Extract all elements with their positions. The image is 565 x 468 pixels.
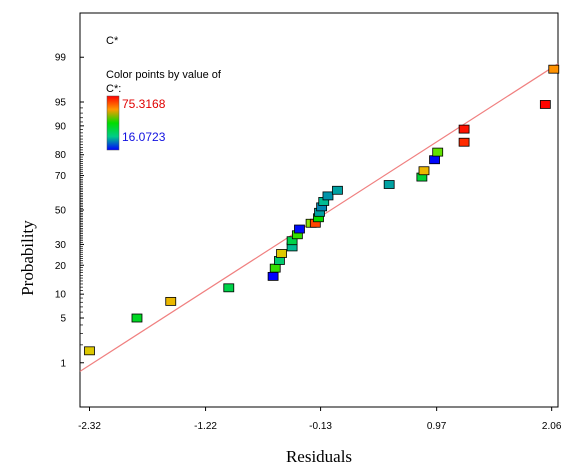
y-tick-label: 10 [55,290,67,301]
y-tick-label: 5 [60,314,66,325]
y-tick-label: 1 [60,358,66,369]
y-tick-label: 95 [55,97,67,108]
data-point [165,296,177,306]
x-tick-label: -1.22 [194,421,217,432]
color-legend-max-label: 75.3168 [122,97,166,111]
x-axis-ticks: -2.32 -1.22 -0.13 0.97 2.06 [78,407,562,432]
y-tick-label: 80 [55,150,67,161]
color-legend-bar [106,95,120,151]
data-point [267,271,279,281]
data-point [432,147,444,157]
color-legend-heading: Color points by value of [106,69,222,81]
x-tick-label: 2.06 [542,421,562,432]
y-tick-label: 50 [55,206,67,217]
data-point [383,180,395,189]
data-point [269,263,281,273]
y-tick-label: 99 [55,53,67,64]
y-tick-label: 70 [55,171,67,182]
color-legend-variable: C*: [106,83,121,95]
y-tick-label: 30 [55,240,67,251]
data-point [548,64,560,74]
y-tick-label: 90 [55,121,67,132]
data-point [458,124,470,134]
data-point [458,137,470,147]
data-point [332,185,343,195]
color-legend-min-label: 16.0723 [122,130,166,144]
data-point [418,166,430,176]
x-tick-label: 0.97 [427,421,447,432]
chart-title: C* [106,35,119,47]
data-point [84,346,95,356]
data-point [294,224,305,234]
data-point [223,283,235,293]
y-axis-ticks: 1 5 10 20 30 50 70 80 90 95 99 [55,53,84,369]
x-tick-label: -2.32 [78,421,101,432]
y-tick-label: 20 [55,261,67,272]
x-tick-label: -0.13 [309,421,332,432]
y-axis-title: Probability [18,220,37,296]
x-axis-title: Residuals [286,447,352,466]
data-point [429,155,440,165]
data-point [276,249,287,258]
data-point [131,313,143,323]
data-points [84,64,560,356]
data-point [539,100,551,109]
data-point [322,191,334,201]
